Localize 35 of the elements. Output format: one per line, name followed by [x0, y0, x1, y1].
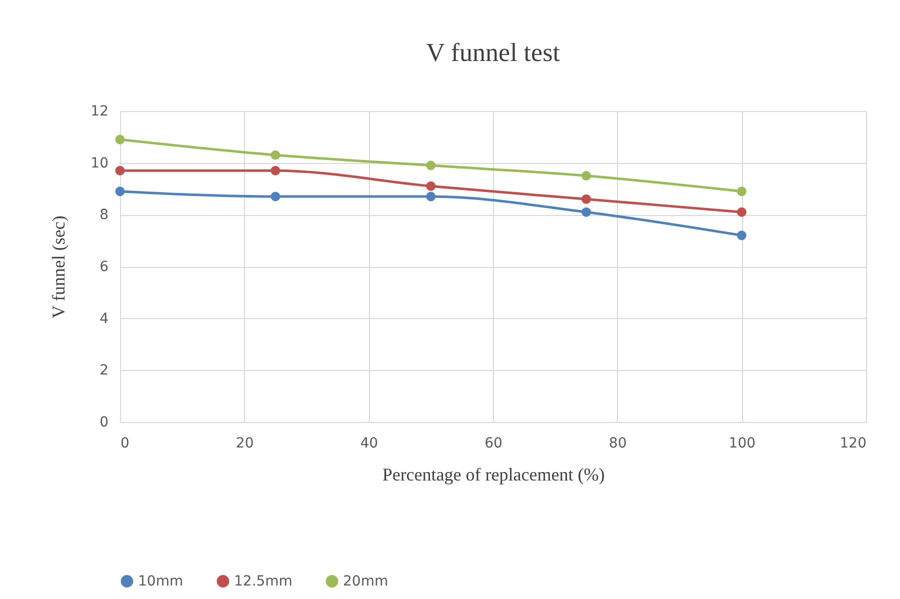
- y-tick-label: 6: [100, 259, 109, 275]
- point: [426, 160, 436, 170]
- point: [270, 150, 280, 160]
- x-tick-label: 80: [608, 436, 627, 452]
- point: [115, 166, 125, 176]
- x-tick-label: 40: [360, 436, 378, 452]
- y-tick-label: 2: [100, 362, 108, 379]
- x-axis-title: Percentage of replacement (%): [382, 464, 605, 484]
- point: [270, 166, 280, 176]
- legend-label: 20mm: [343, 573, 388, 590]
- point: [736, 230, 746, 240]
- chart-title: V funnel test: [426, 38, 561, 67]
- x-tick-label: 100: [728, 436, 756, 452]
- x-tick-label: 20: [236, 436, 254, 452]
- y-tick-label: 0: [100, 414, 108, 430]
- point: [582, 194, 591, 204]
- point: [582, 171, 591, 181]
- x-tick-label: 60: [484, 436, 502, 452]
- point: [426, 192, 436, 202]
- point: [582, 207, 591, 217]
- y-tick-label: 8: [100, 207, 108, 224]
- y-tick-label: 12: [90, 104, 108, 120]
- x-tick-label: 120: [840, 436, 866, 452]
- point: [736, 186, 746, 196]
- y-tick-label: 4: [100, 310, 109, 327]
- legend-label: 10mm: [138, 573, 184, 590]
- point: [115, 186, 125, 196]
- point: [270, 192, 280, 202]
- point: [115, 134, 125, 144]
- point: [736, 207, 746, 217]
- legend-label: 12.5mm: [234, 573, 292, 590]
- point: [426, 181, 436, 191]
- x-tick-label: 0: [120, 436, 130, 452]
- y-tick-label: 10: [90, 155, 108, 172]
- y-axis-title: V funnel (sec): [48, 216, 69, 318]
